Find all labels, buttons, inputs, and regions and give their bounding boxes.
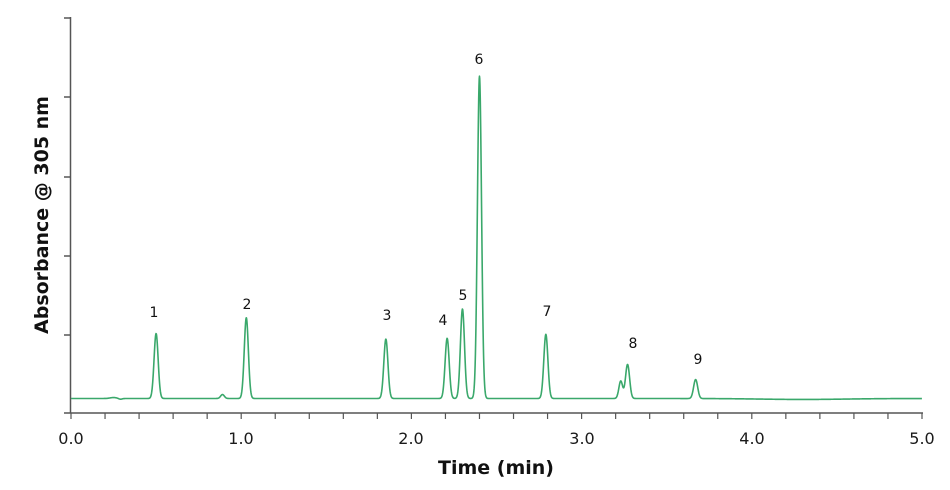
x-tick-label: 1.0 xyxy=(228,429,253,448)
peak-label-4: 4 xyxy=(439,313,448,329)
x-axis-ticks xyxy=(70,413,923,419)
x-axis-title: Time (min) xyxy=(438,457,554,479)
peak-label-5: 5 xyxy=(459,288,468,304)
y-axis xyxy=(64,17,72,413)
peak-label-1: 1 xyxy=(150,305,159,321)
x-tick-label: 0.0 xyxy=(58,429,83,448)
peak-label-8: 8 xyxy=(629,336,638,352)
x-tick-label: 5.0 xyxy=(909,429,934,448)
peak-labels: 1 2 3 4 5 6 7 8 9 xyxy=(150,52,703,368)
x-tick-label: 3.0 xyxy=(569,429,594,448)
peak-label-3: 3 xyxy=(383,308,392,324)
chromatogram-trace xyxy=(70,75,923,401)
y-axis-title: Absorbance @ 305 nm xyxy=(31,96,53,334)
peak-label-2: 2 xyxy=(243,297,252,313)
x-tick-label: 2.0 xyxy=(398,429,423,448)
x-tick-label: 4.0 xyxy=(739,429,764,448)
peak-label-9: 9 xyxy=(694,352,703,368)
peak-label-6: 6 xyxy=(475,52,484,68)
peak-label-7: 7 xyxy=(543,304,552,320)
x-tick-labels: 0.0 1.0 2.0 3.0 4.0 5.0 xyxy=(58,429,934,448)
